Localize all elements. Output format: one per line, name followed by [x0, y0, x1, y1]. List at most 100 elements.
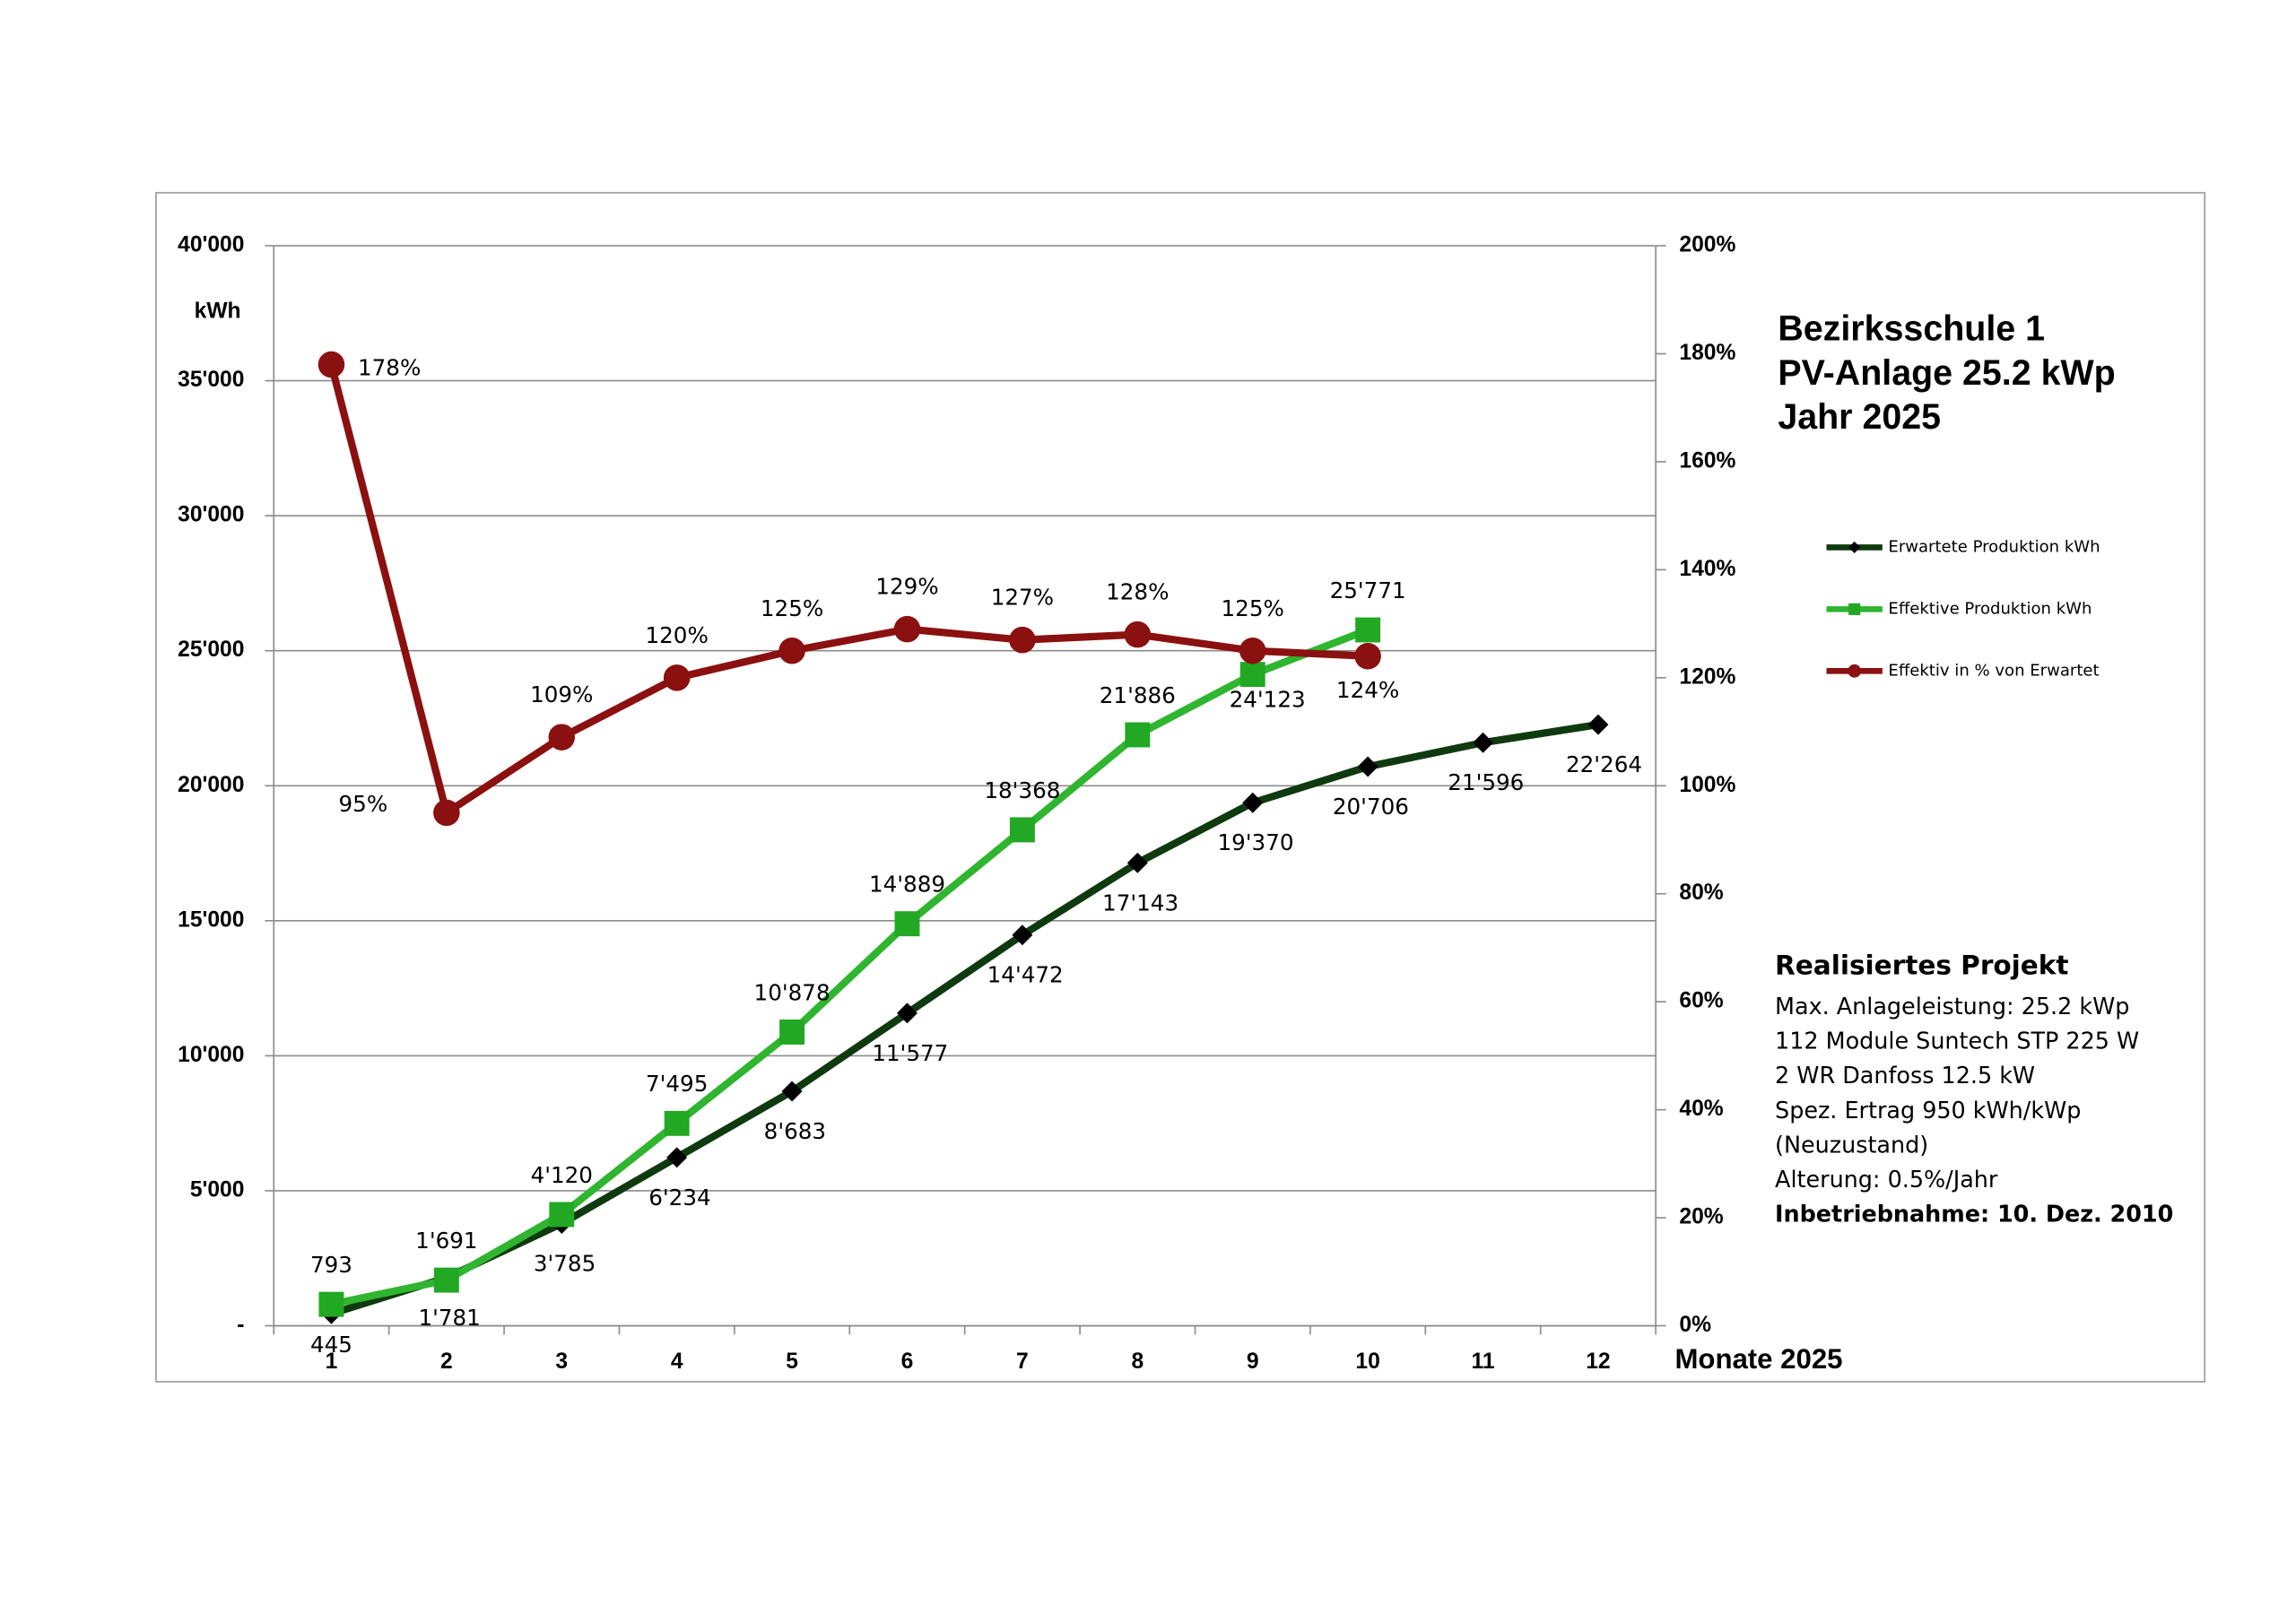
- data-label: 178%: [358, 354, 421, 380]
- data-label: 95%: [339, 791, 388, 817]
- data-label: 109%: [530, 681, 593, 707]
- annotation-line: 2 WR Danfoss 12.5 kW: [1775, 1062, 2035, 1089]
- data-label: 128%: [1106, 579, 1169, 605]
- y2-tick-label: 0%: [1679, 1313, 1711, 1337]
- data-point: [549, 1202, 575, 1228]
- x-tick-label: 10: [1355, 1350, 1379, 1374]
- data-point: [1124, 621, 1152, 648]
- y2-tick-label: 180%: [1679, 341, 1735, 365]
- data-label: 124%: [1336, 677, 1399, 703]
- y-tick-label: 25'000: [178, 638, 244, 662]
- data-line: [327, 363, 1369, 817]
- x-tick-label: 12: [1586, 1350, 1610, 1374]
- data-label: 445: [310, 1332, 352, 1358]
- y-tick-label: -: [237, 1313, 244, 1337]
- data-point: [318, 1291, 344, 1317]
- data-point: [1009, 626, 1036, 654]
- y2-tick-label: 200%: [1679, 233, 1735, 257]
- y-tick-label: 35'000: [178, 368, 244, 392]
- data-label: 127%: [991, 585, 1054, 611]
- data-label: 19'370: [1217, 829, 1293, 855]
- annotation-title: Realisiertes Projekt: [1775, 950, 2068, 981]
- chart-title: Bezirksschule 1: [1778, 309, 2045, 349]
- data-label: 14'472: [987, 962, 1064, 988]
- x-tick-label: 11: [1472, 1350, 1495, 1374]
- legend-label: Erwartete Produktion kWh: [1888, 537, 2100, 556]
- y2-tick-label: 140%: [1679, 557, 1735, 581]
- data-point: [1355, 617, 1381, 643]
- data-label: 11'577: [872, 1040, 948, 1066]
- data-point: [779, 1020, 805, 1045]
- legend-marker: [1848, 541, 1861, 554]
- data-label: 8'683: [764, 1118, 826, 1144]
- data-point: [433, 799, 460, 827]
- y2-tick-label: 120%: [1679, 664, 1735, 689]
- data-label: 125%: [1222, 595, 1284, 621]
- x-tick-label: 3: [555, 1350, 568, 1374]
- data-label: 125%: [761, 595, 823, 621]
- y2-tick-label: 60%: [1679, 989, 1723, 1013]
- annotation-line: (Neuzustand): [1775, 1131, 1928, 1158]
- data-point: [778, 637, 805, 664]
- data-point: [897, 1002, 918, 1024]
- data-label: 1'781: [418, 1305, 480, 1331]
- x-tick-label: 9: [1247, 1350, 1259, 1374]
- x-tick-label: 2: [440, 1350, 453, 1374]
- y-tick-label: 10'000: [178, 1043, 244, 1067]
- data-line: [330, 626, 1370, 1308]
- x-axis-label: Monate 2025: [1674, 1343, 1842, 1375]
- data-label: 7'495: [646, 1071, 708, 1097]
- data-point: [1009, 817, 1035, 843]
- data-point: [1125, 722, 1151, 748]
- data-point: [548, 724, 576, 751]
- data-label: 10'878: [754, 979, 831, 1005]
- data-label: 1'691: [415, 1228, 477, 1254]
- x-tick-label: 7: [1016, 1350, 1029, 1374]
- data-label: 4'120: [531, 1162, 593, 1188]
- data-label: 3'785: [534, 1250, 596, 1276]
- data-label: 18'368: [984, 777, 1060, 803]
- data-point: [433, 1267, 459, 1293]
- annotation-line: 112 Module Suntech STP 225 W: [1775, 1028, 2139, 1055]
- data-label: 793: [310, 1252, 352, 1278]
- data-label: 22'264: [1566, 751, 1642, 777]
- y2-tick-label: 100%: [1679, 773, 1735, 797]
- data-point: [893, 615, 921, 643]
- data-label: 25'771: [1330, 577, 1406, 603]
- x-tick-label: 5: [786, 1350, 798, 1374]
- data-point: [1239, 662, 1265, 688]
- data-point: [664, 1110, 690, 1136]
- y2-tick-label: 160%: [1679, 448, 1735, 473]
- data-label: 120%: [646, 622, 709, 648]
- data-label: 21'596: [1448, 769, 1524, 795]
- data-label: 129%: [875, 574, 938, 600]
- data-point: [1354, 642, 1381, 670]
- annotation-line: Max. Anlageleistung: 25.2 kWp: [1775, 993, 2129, 1020]
- annotation-line: Spez. Ertrag 950 kWh/kWp: [1775, 1097, 2081, 1124]
- data-label: 21'886: [1100, 682, 1176, 708]
- y-tick-label: 40'000: [178, 233, 244, 257]
- annotation-footer: Inbetriebnahme: 10. Dez. 2010: [1775, 1200, 2173, 1227]
- data-point: [663, 664, 691, 691]
- y2-tick-label: 40%: [1679, 1097, 1723, 1121]
- chart-title: Jahr 2025: [1778, 397, 1941, 437]
- chart-frame: [155, 192, 2206, 1383]
- legend-marker: [1848, 664, 1862, 678]
- legend-label: Effektiv in % von Erwartet: [1888, 661, 2099, 680]
- data-label: 17'143: [1102, 890, 1178, 916]
- legend-label: Effektive Produktion kWh: [1888, 599, 2092, 618]
- y-tick-label: 15'000: [178, 907, 244, 932]
- x-tick-label: 1: [326, 1350, 338, 1374]
- data-point: [1239, 637, 1266, 664]
- data-label: 6'234: [648, 1185, 710, 1211]
- data-label: 14'889: [869, 872, 945, 898]
- y-axis-label: kWh: [195, 299, 241, 323]
- annotation-line: Alterung: 0.5%/Jahr: [1775, 1166, 1998, 1193]
- y-tick-label: 20'000: [178, 773, 244, 797]
- x-tick-label: 6: [901, 1350, 914, 1374]
- data-label: 20'706: [1333, 794, 1409, 820]
- y2-tick-label: 80%: [1679, 881, 1723, 905]
- chart-title: PV-Anlage 25.2 kWp: [1778, 353, 2115, 393]
- y-tick-label: 5'000: [190, 1177, 245, 1202]
